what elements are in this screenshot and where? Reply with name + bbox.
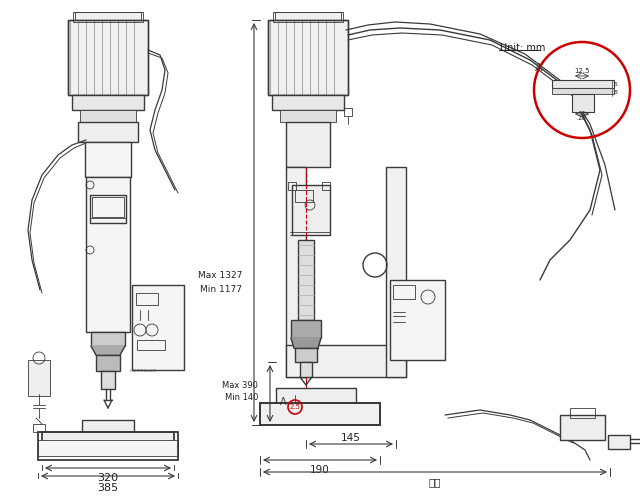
Bar — [570, 408, 595, 418]
Bar — [90, 195, 126, 223]
Bar — [82, 420, 134, 432]
Bar — [260, 403, 380, 425]
Bar — [286, 167, 306, 377]
Bar — [78, 122, 138, 142]
Text: 約䖀: 約䖀 — [429, 477, 441, 487]
Bar — [608, 435, 630, 449]
Bar — [68, 20, 148, 95]
Bar — [96, 355, 120, 371]
Bar — [137, 340, 165, 350]
Text: 320: 320 — [97, 473, 118, 483]
Bar — [280, 110, 336, 122]
Text: CONTROLLER: CONTROLLER — [130, 369, 158, 373]
Bar — [75, 12, 141, 20]
Bar — [572, 94, 594, 112]
Text: 385: 385 — [97, 483, 118, 493]
Bar — [276, 388, 356, 403]
Bar — [92, 197, 124, 217]
Bar — [291, 320, 321, 338]
Bar — [132, 285, 184, 370]
Text: A: A — [535, 63, 543, 73]
Bar — [295, 190, 313, 202]
Text: Unit: mm: Unit: mm — [500, 43, 545, 53]
Text: 20: 20 — [577, 115, 586, 121]
Text: A: A — [280, 397, 286, 407]
Bar — [344, 108, 352, 116]
Bar — [42, 432, 174, 454]
Bar — [322, 182, 330, 190]
Polygon shape — [91, 346, 125, 355]
Bar — [298, 240, 314, 320]
Bar — [390, 280, 445, 360]
Bar — [136, 293, 158, 305]
Text: 8: 8 — [614, 90, 618, 94]
Bar — [272, 95, 344, 110]
Bar — [386, 167, 406, 377]
Bar — [38, 440, 178, 456]
Polygon shape — [291, 338, 321, 348]
Bar — [288, 182, 296, 190]
Bar — [292, 185, 330, 235]
Bar — [552, 88, 614, 94]
Bar — [286, 122, 330, 167]
Text: 12.5: 12.5 — [574, 68, 589, 74]
Bar — [101, 371, 115, 389]
Bar — [38, 432, 178, 460]
Bar — [72, 95, 144, 110]
Text: 190: 190 — [310, 465, 330, 475]
Bar — [86, 177, 130, 332]
Bar — [560, 415, 605, 440]
Bar — [275, 12, 341, 20]
Bar — [85, 142, 131, 177]
Text: Max 1327: Max 1327 — [198, 270, 242, 280]
Text: Min 1177: Min 1177 — [200, 286, 242, 294]
Bar — [286, 345, 406, 377]
Bar — [268, 20, 348, 95]
Bar — [300, 362, 312, 377]
Bar — [273, 12, 343, 22]
Bar — [80, 110, 136, 122]
Bar — [295, 348, 317, 362]
Bar — [260, 403, 380, 425]
Bar — [393, 285, 415, 299]
Text: 2.5: 2.5 — [289, 404, 301, 410]
Text: 145: 145 — [341, 433, 361, 443]
Bar — [28, 360, 50, 396]
Text: 5: 5 — [614, 82, 618, 86]
Bar — [68, 20, 148, 95]
Bar — [33, 424, 45, 432]
Bar — [268, 20, 348, 95]
Text: Min 140: Min 140 — [225, 394, 258, 402]
Bar — [91, 332, 125, 346]
Bar — [552, 80, 614, 88]
Text: Max 390: Max 390 — [222, 380, 258, 390]
Bar — [73, 12, 143, 22]
